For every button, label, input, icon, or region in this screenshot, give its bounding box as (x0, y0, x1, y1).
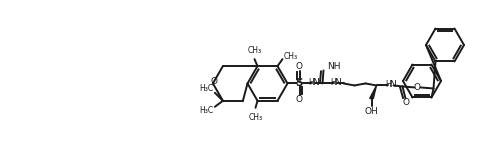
Text: O: O (414, 83, 421, 92)
Text: H: H (308, 78, 314, 87)
Text: H: H (386, 80, 391, 89)
Text: H₃C: H₃C (199, 106, 213, 115)
Text: CH₃: CH₃ (283, 52, 297, 61)
Text: CH₃: CH₃ (247, 46, 262, 55)
Text: O: O (296, 62, 303, 71)
Text: OH: OH (364, 107, 378, 116)
Text: H₃C: H₃C (199, 84, 213, 93)
Text: H: H (331, 78, 336, 87)
Text: S: S (296, 78, 303, 88)
Polygon shape (370, 85, 376, 98)
Text: O: O (403, 98, 410, 107)
Text: CH₃: CH₃ (248, 113, 263, 122)
Text: O: O (296, 95, 303, 104)
Text: N: N (389, 80, 396, 89)
Text: O: O (211, 77, 217, 86)
Text: N: N (334, 78, 341, 87)
Text: N: N (312, 78, 319, 87)
Text: NH: NH (327, 62, 341, 71)
